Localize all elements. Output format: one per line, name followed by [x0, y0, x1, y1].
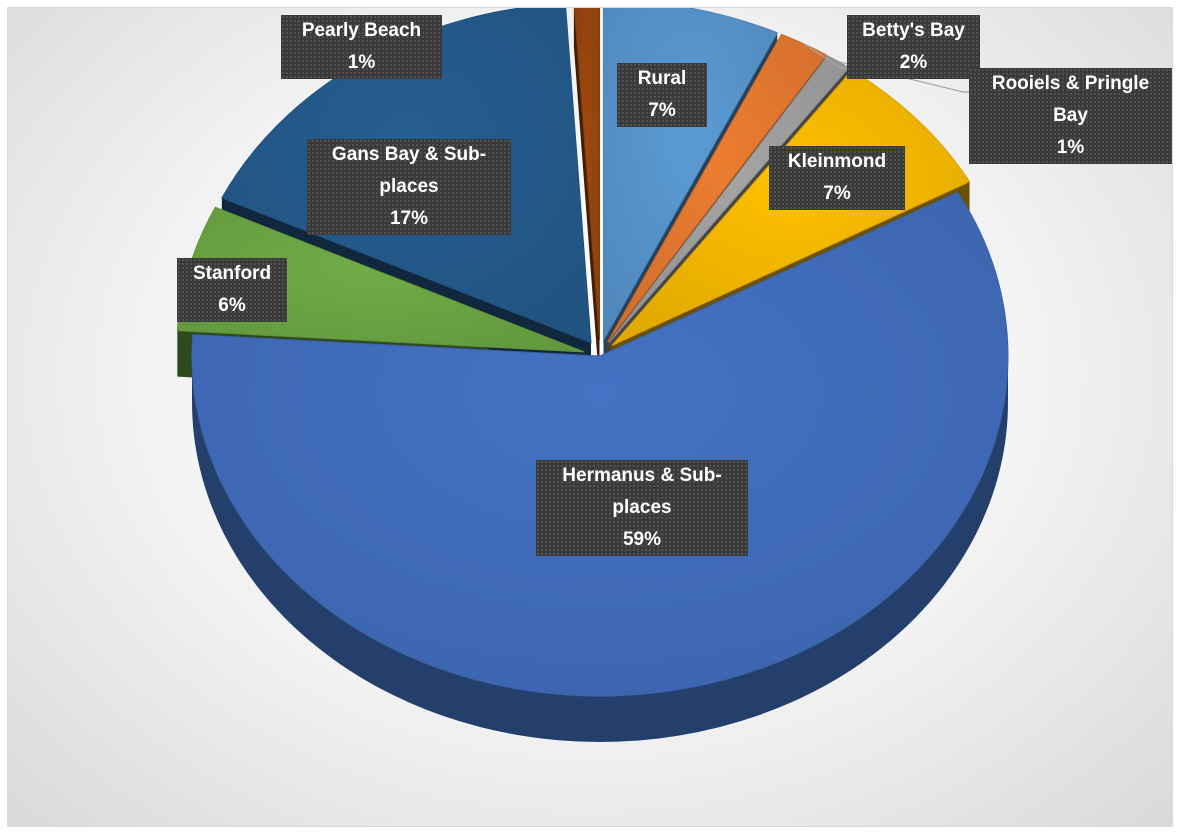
data-label-hermanus-value: 59% [622, 529, 662, 550]
pie-slice-hermanus-sub-places [191, 191, 1009, 697]
data-label-bettys-bay-name: Betty's Bay [862, 20, 965, 41]
data-label-gans-bay: Gans Bay & Sub-places 17% [307, 139, 511, 235]
data-label-kleinmond-name: Kleinmond [787, 151, 887, 172]
data-label-pearly-beach-value: 1% [347, 52, 376, 73]
data-label-rooiels-pringle-bay: Rooiels & Pringle Bay 1% [969, 68, 1172, 164]
data-label-pearly-beach: Pearly Beach 1% [281, 15, 442, 79]
pie-chart [176, 8, 1009, 742]
data-label-rooiels-value: 1% [1056, 137, 1085, 158]
pie-slice-betty-s-bay [607, 33, 828, 343]
data-label-pearly-beach-name: Pearly Beach [301, 20, 422, 41]
data-label-rural: Rural 7% [617, 63, 707, 127]
data-label-stanford-value: 6% [218, 295, 246, 316]
data-label-hermanus: Hermanus & Sub-places 59% [536, 460, 748, 556]
data-label-rooiels-name: Rooiels & Pringle Bay [991, 73, 1150, 126]
data-label-kleinmond: Kleinmond 7% [769, 146, 905, 210]
leader-line-1 [803, 43, 847, 69]
data-label-stanford-name: Stanford [192, 263, 272, 284]
pie-slice-pearly-beach [573, 8, 600, 341]
data-label-kleinmond-value: 7% [823, 183, 851, 204]
data-label-hermanus-name: Hermanus & Sub-places [562, 465, 722, 518]
data-label-bettys-bay: Betty's Bay 2% [847, 15, 980, 79]
data-label-gans-bay-name: Gans Bay & Sub-places [331, 144, 487, 197]
chart-area: Rural 7% Betty's Bay 2% Rooiels & Pringl… [7, 7, 1173, 827]
data-label-rural-value: 7% [648, 100, 676, 121]
data-label-gans-bay-value: 17% [389, 208, 429, 229]
data-label-bettys-bay-value: 2% [899, 52, 928, 73]
data-label-rural-name: Rural [637, 68, 687, 89]
pie-slice-side-7 [573, 8, 600, 387]
data-label-stanford: Stanford 6% [177, 258, 287, 322]
